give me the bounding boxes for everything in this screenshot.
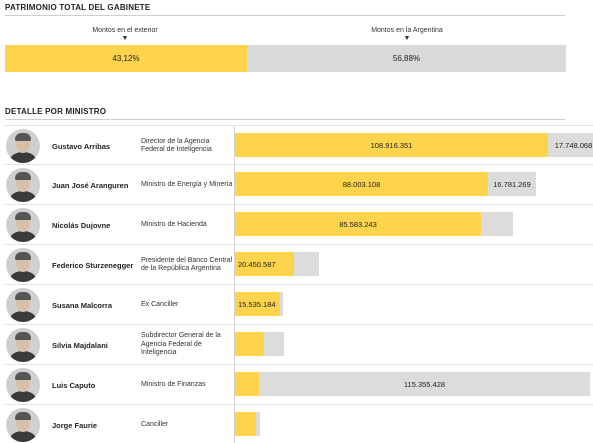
minister-row: Luis Caputo Ministro de Finanzas 115.355.4…: [5, 365, 593, 405]
exterior-bar: [235, 372, 259, 396]
minister-row: Silvia Majdalani Subdirector General de l…: [5, 325, 593, 365]
down-arrow-icon: ▼: [121, 35, 129, 42]
portrait-avatar: [6, 208, 40, 242]
bar-track: [234, 325, 593, 365]
total-argentina-segment: 56,88%: [392, 54, 421, 63]
exterior-bar: 15.535.184: [235, 292, 280, 316]
exterior-bar: 85.583.243: [235, 212, 481, 236]
minister-name: Luis Caputo: [52, 380, 96, 390]
exterior-bar: 88.003.108: [235, 172, 488, 196]
minister-row: Federico Sturzenegger Presidente del Banc…: [5, 245, 593, 285]
portrait-avatar: [6, 288, 40, 322]
argentina-marker: Montos en la Argentina ▼: [362, 27, 452, 43]
minister-role: Ministro de Hacienda: [141, 220, 207, 228]
bar-track: 88.003.108 16.781.269: [234, 165, 593, 205]
minister-row: Gustavo Arribas Director de la Agencia Fe…: [5, 125, 593, 166]
minister-name: Jorge Faurie: [52, 420, 98, 430]
exterior-marker: Montos en el exterior ▼: [85, 27, 165, 43]
exterior-bar: 20.450.587: [235, 252, 294, 276]
title-divider: [5, 15, 565, 16]
exterior-marker-label: Montos en el exterior: [92, 27, 158, 34]
minister-row: Nicolás Dujovne Ministro de Hacienda 85.58…: [5, 205, 593, 245]
bar-track: [234, 405, 593, 443]
argentina-bar: 115.355.428: [259, 372, 590, 396]
argentina-bar: 17.748.068: [548, 133, 593, 157]
minister-role: Ministro de Finanzas: [141, 380, 206, 388]
minister-row: Susana Malcorra Ex Canciller 15.535.184: [5, 285, 593, 325]
argentina-bar: 16.781.269: [488, 172, 536, 196]
total-stacked-bar: 43,12% 56,88%: [5, 45, 566, 72]
minister-role: Director de la Agencia Federal de Inteli…: [141, 137, 212, 154]
minister-name: Susana Malcorra: [52, 300, 113, 310]
minister-rows: Gustavo Arribas Director de la Agencia Fe…: [5, 125, 593, 443]
minister-name: Juan José Aranguren: [52, 180, 129, 190]
argentina-bar: [294, 252, 319, 276]
portrait-avatar: [6, 408, 40, 442]
portrait-avatar: [6, 368, 40, 402]
total-section-title: PATRIMONIO TOTAL DEL GABINETE: [5, 3, 151, 12]
portrait-avatar: [6, 129, 40, 163]
portrait-avatar: [6, 168, 40, 202]
minister-role: Ministro de Energía y Minería: [141, 180, 233, 188]
portrait-avatar: [6, 328, 40, 362]
argentina-bar: [264, 332, 284, 356]
bar-track: 115.355.428: [234, 365, 593, 405]
detail-section-title: DETALLE POR MINISTRO: [5, 107, 107, 116]
minister-name: Gustavo Arribas: [52, 141, 111, 151]
minister-name: Silvia Majdalani: [52, 340, 108, 350]
argentina-bar: [280, 292, 283, 316]
bar-track: 85.583.243: [234, 205, 593, 245]
portrait-avatar: [6, 248, 40, 282]
argentina-bar: [256, 412, 260, 436]
minister-role: Canciller: [141, 420, 169, 428]
argentina-marker-label: Montos en la Argentina: [371, 27, 443, 34]
exterior-bar: 108.916.351: [235, 133, 548, 157]
minister-name: Federico Sturzenegger: [52, 260, 134, 270]
total-exterior-segment: 43,12%: [5, 45, 247, 72]
bar-track: 20.450.587: [234, 245, 593, 285]
minister-role: Ex Canciller: [141, 300, 179, 308]
exterior-bar: [235, 412, 256, 436]
argentina-bar: [481, 212, 513, 236]
bar-track: 108.916.351 17.748.068: [234, 126, 593, 166]
minister-role: Presidente del Banco Central de la Repúb…: [141, 256, 233, 273]
minister-row: Jorge Faurie Canciller: [5, 405, 593, 443]
down-arrow-icon: ▼: [403, 35, 411, 42]
exterior-bar: [235, 332, 264, 356]
bar-track: 15.535.184: [234, 285, 593, 325]
minister-role: Subdirector General de la Agencia Federa…: [141, 332, 221, 357]
minister-name: Nicolás Dujovne: [52, 220, 111, 230]
minister-row: Juan José Aranguren Ministro de Energía y…: [5, 165, 593, 205]
title-divider: [5, 119, 565, 120]
